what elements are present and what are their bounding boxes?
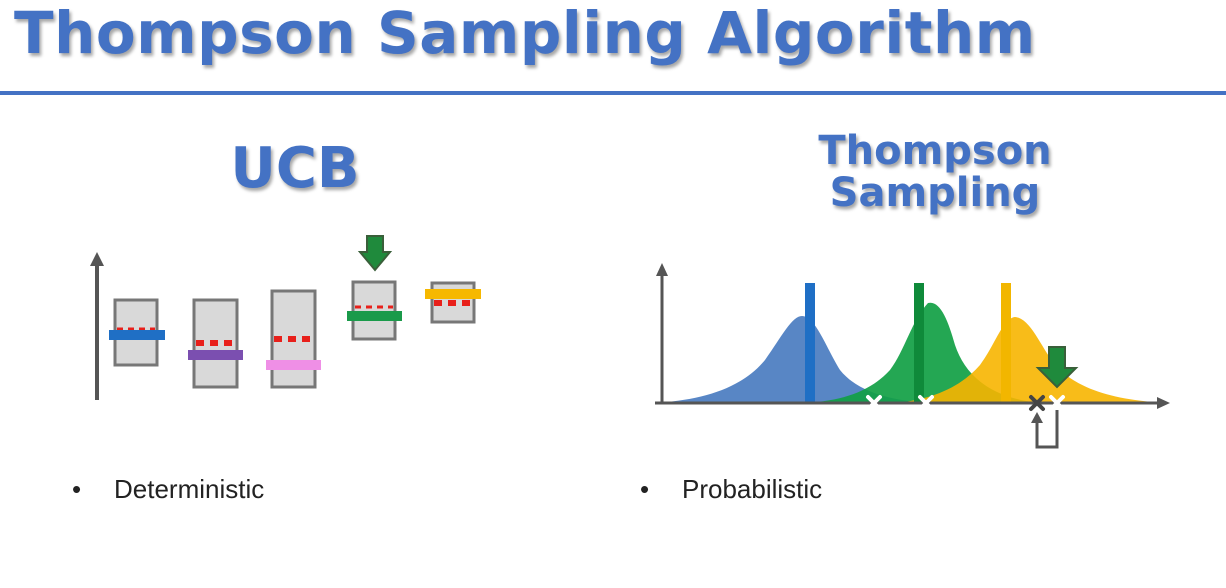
thompson-diagram: [655, 263, 1170, 449]
ucb-upper-bound-bar: [109, 330, 165, 340]
expected-value-bar-1: [805, 283, 815, 403]
confidence-box: [351, 280, 397, 341]
ucb-bullet-text: Deterministic: [114, 474, 265, 504]
title-divider: [0, 91, 1226, 95]
thompson-bullet-text: Probabilistic: [682, 474, 823, 504]
down-arrow-icon: [1035, 346, 1079, 389]
ucb-arm-2: [188, 298, 243, 389]
ucb-arm-3: [266, 289, 321, 389]
thompson-bullet: • Probabilistic: [640, 474, 822, 504]
slide-title: Thompson Sampling Algorithm: [14, 0, 1036, 67]
expected-value-bar-3: [1001, 283, 1011, 403]
x-icon: [1029, 395, 1045, 411]
bullet-marker: •: [640, 474, 650, 504]
down-arrow-icon: [357, 235, 393, 272]
bullet-marker: •: [72, 474, 82, 504]
expected-value-bar-2: [914, 283, 924, 403]
ucb-arm-5: [425, 281, 481, 324]
up-arrow-icon: [1031, 412, 1043, 423]
ucb-upper-bound-bar: [425, 289, 481, 299]
ucb-y-axis-arrowhead: [90, 252, 104, 266]
ucb-heading: UCB: [230, 136, 360, 201]
ts-y-axis-arrowhead: [656, 263, 668, 276]
ucb-bullet: • Deterministic: [72, 474, 264, 504]
ts-x-axis-arrowhead: [1157, 397, 1170, 409]
distribution-curve-1: [655, 316, 935, 403]
thompson-heading-line1: Thompson: [818, 128, 1052, 174]
x-icon: [866, 395, 882, 411]
swap-connector: [1035, 410, 1059, 449]
x-icon: [1049, 395, 1065, 411]
distribution-curve-3: [895, 317, 1165, 403]
thompson-heading: Thompson Sampling: [790, 130, 1080, 214]
ucb-upper-bound-bar: [347, 311, 402, 321]
ucb-diagram: [90, 235, 481, 400]
x-icon: [918, 395, 934, 411]
thompson-heading-line2: Sampling: [829, 170, 1041, 216]
ucb-upper-bound-bar: [266, 360, 321, 370]
ucb-arm-4: [347, 280, 402, 341]
ucb-upper-bound-bar: [188, 350, 243, 360]
ucb-arm-1: [109, 298, 165, 367]
